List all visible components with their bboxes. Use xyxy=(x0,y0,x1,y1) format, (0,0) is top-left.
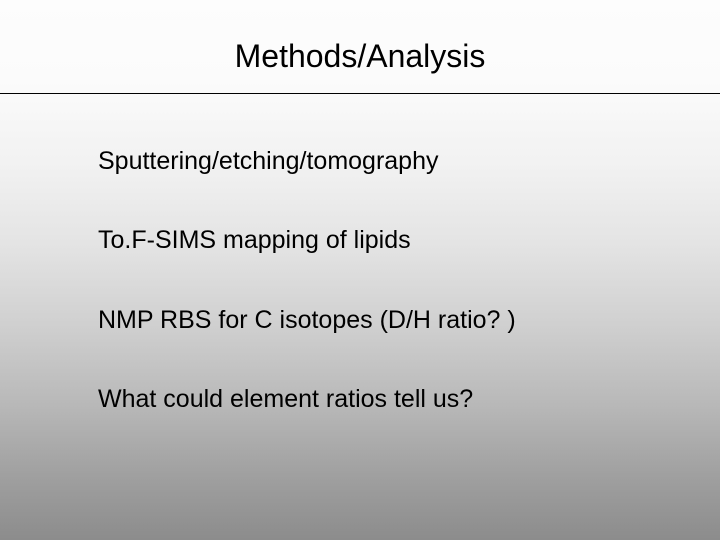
slide-body: Sputtering/etching/tomography To.F-SIMS … xyxy=(98,146,638,463)
title-divider xyxy=(0,93,720,94)
body-item: What could element ratios tell us? xyxy=(98,384,638,415)
title-container: Methods/Analysis xyxy=(0,38,720,75)
body-item: Sputtering/etching/tomography xyxy=(98,146,638,177)
slide: Methods/Analysis Sputtering/etching/tomo… xyxy=(0,0,720,540)
slide-title: Methods/Analysis xyxy=(0,38,720,75)
body-item: To.F-SIMS mapping of lipids xyxy=(98,225,638,256)
body-item: NMP RBS for C isotopes (D/H ratio? ) xyxy=(98,305,638,336)
